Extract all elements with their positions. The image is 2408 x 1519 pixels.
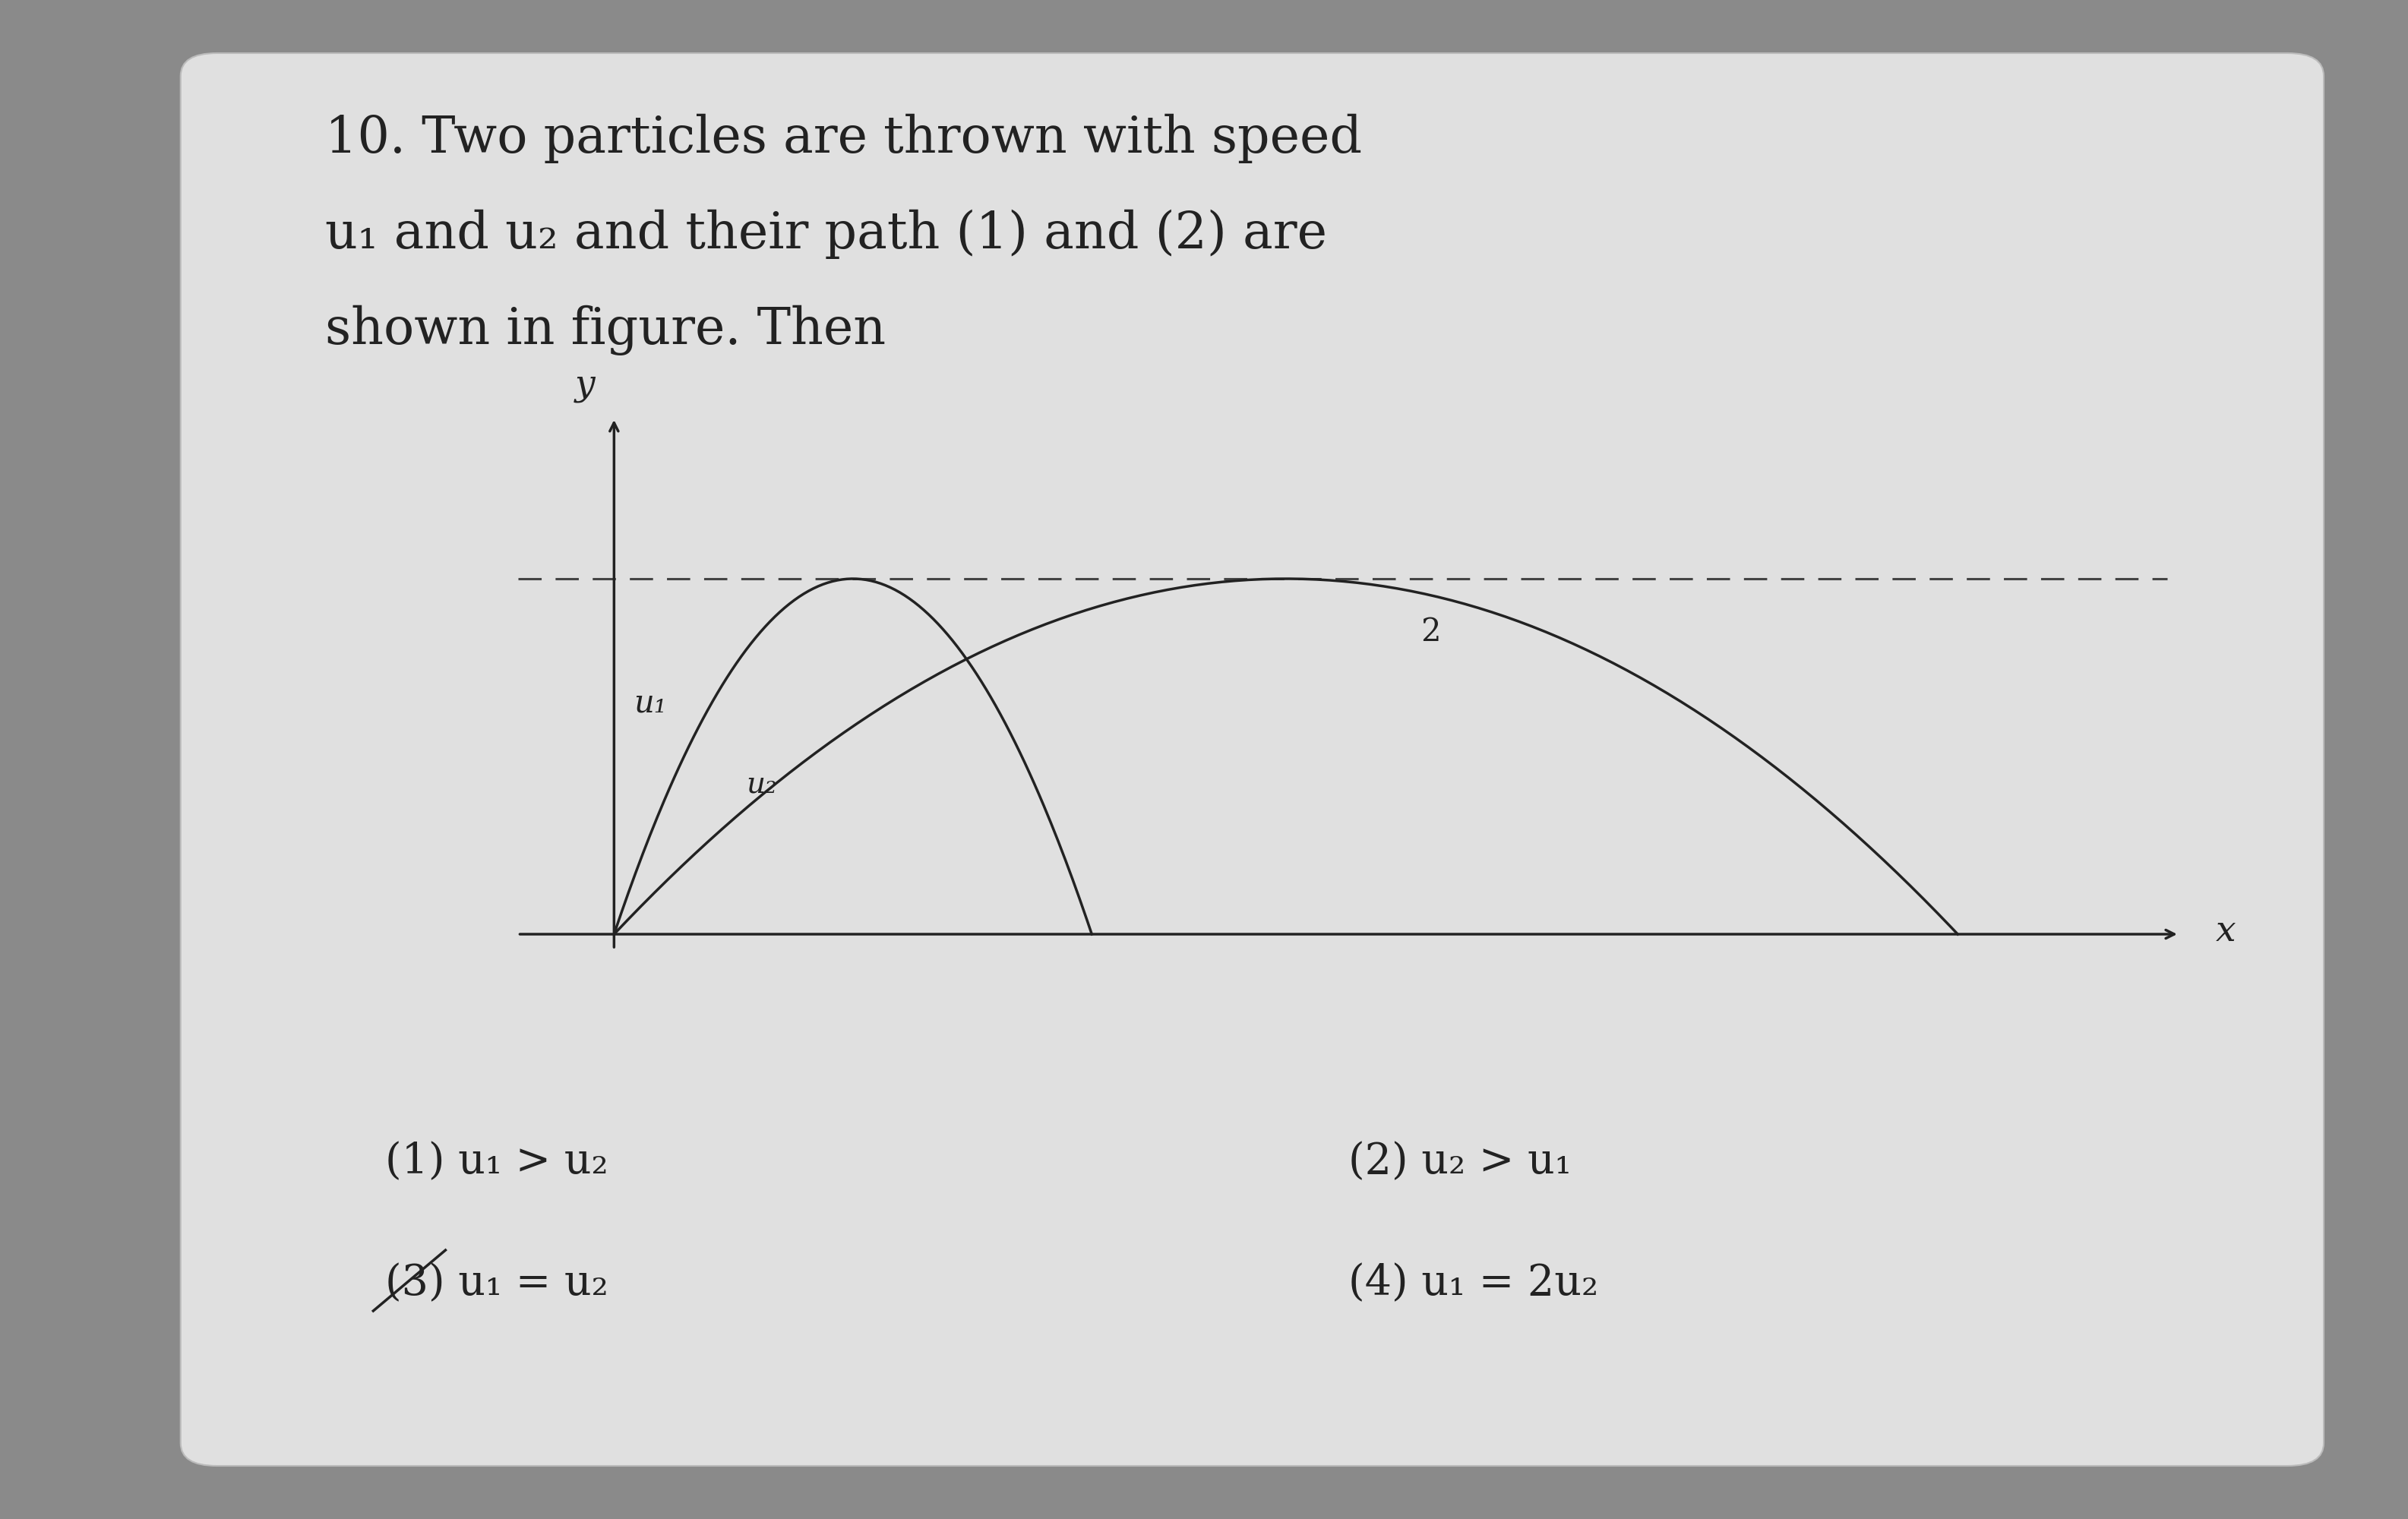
Text: 10. Two particles are thrown with speed: 10. Two particles are thrown with speed [325,114,1363,164]
Text: (2) u₂ > u₁: (2) u₂ > u₁ [1348,1141,1572,1183]
FancyBboxPatch shape [181,53,2324,1466]
Text: (1) u₁ > u₂: (1) u₁ > u₂ [385,1141,609,1183]
Text: x: x [2215,914,2235,948]
Text: u₁: u₁ [633,687,667,718]
Text: shown in figure. Then: shown in figure. Then [325,305,886,355]
Text: y: y [576,368,595,403]
Text: (4) u₁ = 2u₂: (4) u₁ = 2u₂ [1348,1262,1599,1305]
Text: u₁ and u₂ and their path (1) and (2) are: u₁ and u₂ and their path (1) and (2) are [325,210,1327,260]
Text: (3) u₁ = u₂: (3) u₁ = u₂ [385,1262,609,1305]
Text: 2: 2 [1421,617,1440,647]
Text: u₂: u₂ [746,770,778,799]
